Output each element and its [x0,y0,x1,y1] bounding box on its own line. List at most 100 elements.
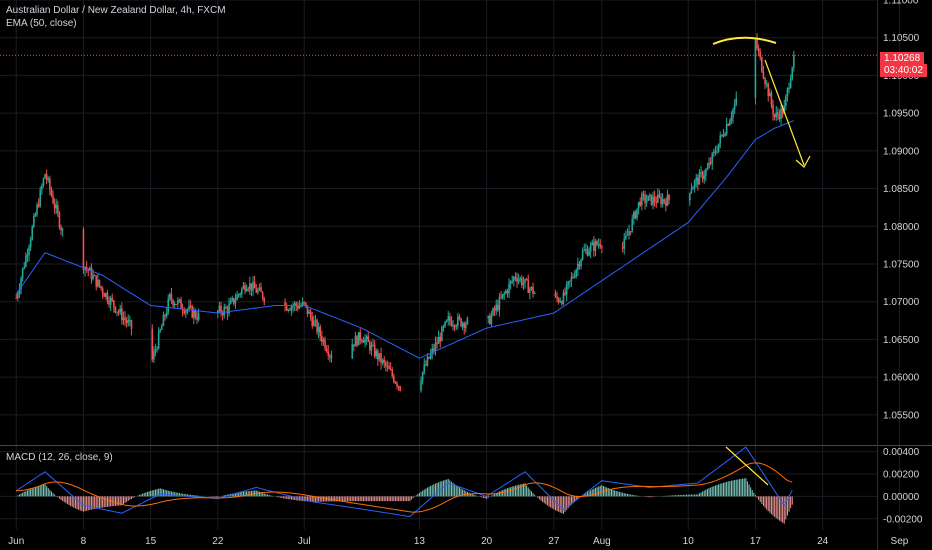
candle-body [125,320,128,323]
candle-body [356,336,358,346]
candle-body [532,286,534,294]
candle-body [757,48,760,52]
candle-body [689,192,691,201]
candle-body [505,290,507,294]
candle-body [597,244,600,246]
candle-body [255,288,258,293]
candle-body [636,208,638,219]
candle-body [252,281,254,291]
candle-body [506,290,509,294]
candle-body [389,369,392,371]
candle-body [700,172,702,174]
candle-body [263,298,266,303]
candle-body [780,108,782,119]
candle-body [732,109,734,117]
x-tick-label: 8 [81,536,87,547]
candle-body [594,241,597,251]
candle-body [420,380,422,391]
x-tick-label: 27 [548,536,560,547]
candle-body [429,353,432,359]
candle-body [759,51,762,58]
candle-body [29,239,32,248]
candle-body [15,297,18,299]
candle-body [45,174,48,180]
candle-body [189,305,192,307]
candle-body [180,299,182,309]
candle-body [773,114,776,118]
candle-body [517,279,520,282]
candle-body [124,317,126,321]
candle-body [301,302,304,306]
candle-body [711,153,714,164]
candle-body [775,112,778,118]
candle-body [581,250,584,260]
candle-body [39,189,42,207]
candle-body [641,194,643,206]
x-tick-label: 22 [212,536,224,547]
candle-body [151,328,154,360]
candle-body [458,316,461,319]
candle-body [716,151,718,153]
candle-body [557,298,560,303]
candle-body [554,293,557,297]
candle-body [465,324,467,329]
candle-body [761,57,763,72]
x-tick-label: Jul [298,536,311,547]
candle-body [762,71,765,79]
candle-body [455,325,458,328]
candle-body [289,309,291,311]
candle-body [28,247,30,255]
candle-body [697,177,699,185]
candle-body [631,218,634,232]
candle-body [121,308,123,321]
x-tick-label: 13 [414,536,426,547]
candle-body [441,327,443,342]
candle-body [663,199,666,202]
candle-body [772,104,774,115]
candle-body [324,339,326,349]
candle-body [303,302,306,304]
candle-body [457,316,459,326]
candle-body [90,268,93,280]
candle-body [361,340,363,342]
candle-body [217,310,219,314]
candle-body [226,308,229,314]
candle-body [660,196,662,205]
candle-body [756,39,758,49]
candle-body [284,302,286,306]
candle-body [634,211,637,219]
candle-body [325,348,328,352]
candle-body [236,294,238,301]
candle-body [327,351,330,356]
candle-body [508,283,510,294]
candle-body [393,375,395,382]
candle-body [116,311,118,313]
candle-body [713,151,715,154]
candle-body [705,169,707,176]
candle-body [250,283,253,291]
candle-body [316,320,318,333]
candle-body [730,116,733,121]
candle-body [317,326,320,333]
x-tick-label: Sep [891,536,909,547]
candle-body [722,134,725,136]
candle-body [487,315,490,318]
candle-body [573,276,576,278]
candle-body [453,325,456,328]
candle-body [164,315,166,317]
candle-body [308,311,310,314]
candle-body [47,178,50,180]
candle-body [373,344,376,357]
candle-body [154,349,157,352]
candle-body [783,106,786,114]
candle-body [786,88,789,97]
candle-body [31,226,34,240]
candle-body [295,303,298,306]
candle-body [434,342,437,351]
candle-body [623,238,626,249]
candle-body [529,288,531,293]
candle-body [466,317,469,325]
candle-body [42,178,45,187]
candle-body [241,288,243,294]
